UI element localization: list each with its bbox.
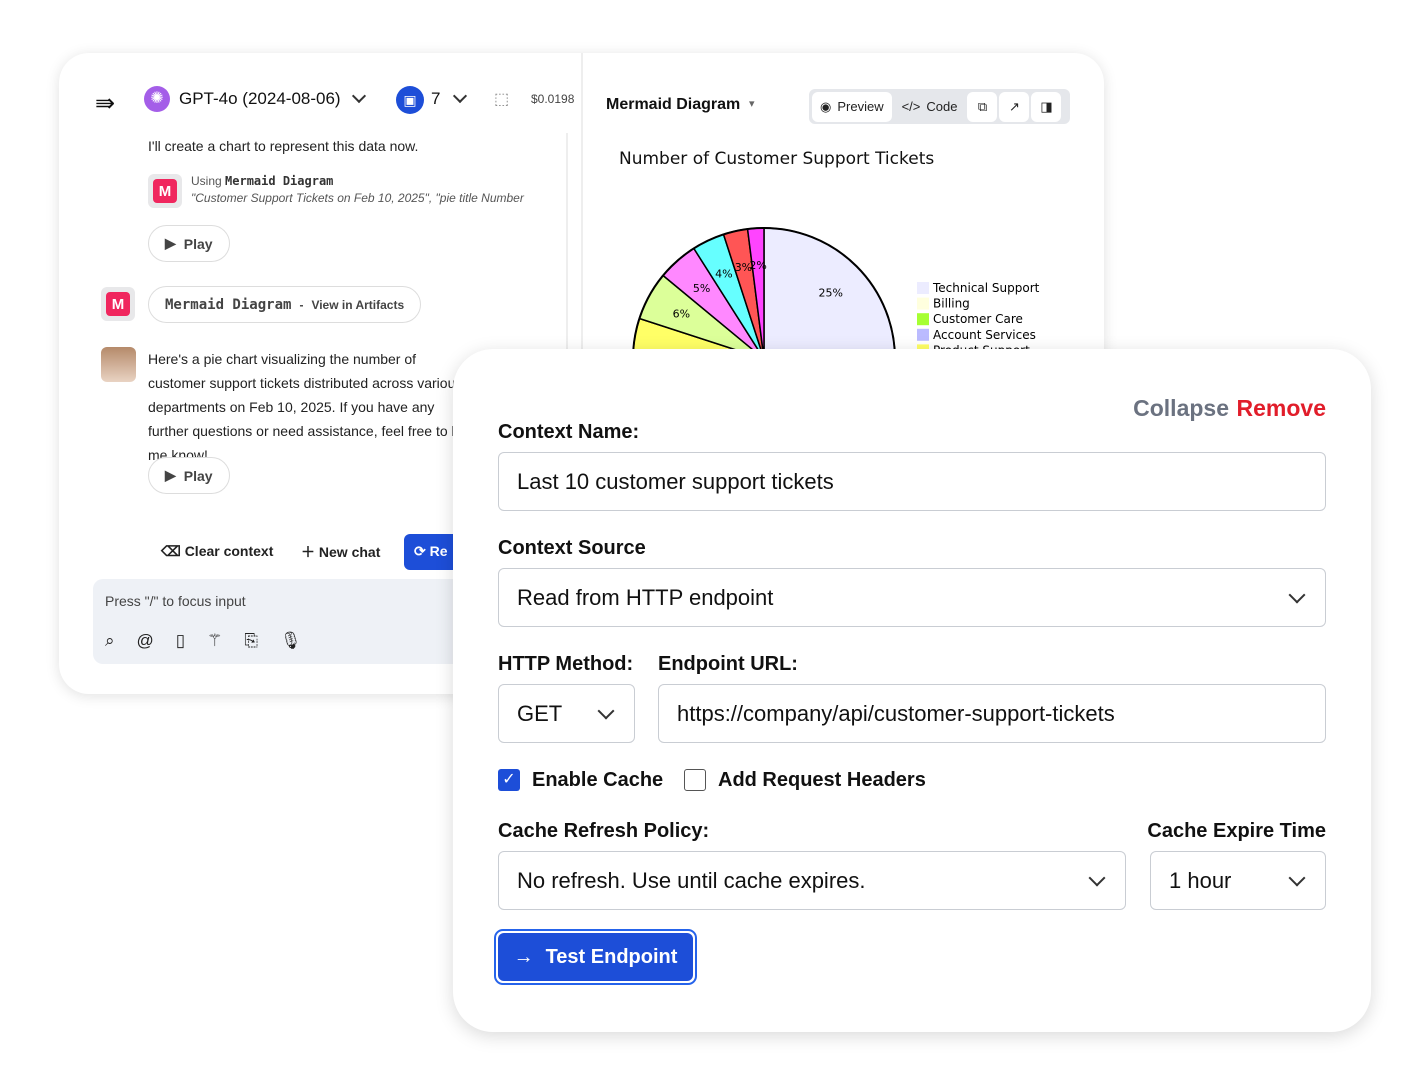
regenerate-label: Re bbox=[429, 543, 448, 559]
legend-swatch bbox=[917, 282, 929, 294]
chevron-down-icon[interactable] bbox=[452, 88, 468, 104]
search-icon[interactable]: ⌕ bbox=[105, 631, 115, 650]
legend-label: Billing bbox=[933, 297, 970, 311]
http-method-select[interactable]: GET bbox=[498, 684, 635, 743]
tool-args: "Customer Support Tickets on Feb 10, 202… bbox=[191, 191, 524, 205]
eye-icon: ◉ bbox=[820, 98, 832, 114]
pie-slice-label: 5% bbox=[693, 282, 710, 295]
model-selector[interactable]: GPT-4o (2024-08-06) bbox=[179, 89, 341, 108]
test-endpoint-label: Test Endpoint bbox=[545, 945, 678, 968]
mermaid-icon: M bbox=[148, 174, 182, 208]
play-label: Play bbox=[183, 235, 213, 252]
resize-icon[interactable]: ⬚ bbox=[494, 91, 510, 108]
chevron-down-icon bbox=[1288, 869, 1306, 886]
new-chat-label: New chat bbox=[318, 544, 381, 560]
arrow-right-icon: → bbox=[513, 945, 534, 968]
play-button[interactable]: ▶ Play bbox=[148, 225, 230, 262]
artifact-name: Mermaid Diagram bbox=[165, 296, 292, 313]
magic-wand-icon[interactable]: ⚚ bbox=[207, 631, 223, 650]
artifact-title[interactable]: Mermaid Diagram bbox=[606, 96, 741, 113]
paperclip-icon[interactable]: ⎘ bbox=[244, 631, 259, 650]
pie-slice-label: 6% bbox=[673, 308, 690, 321]
cache-refresh-value: No refresh. Use until cache expires. bbox=[517, 867, 866, 893]
chevron-down-icon[interactable] bbox=[351, 88, 367, 104]
clear-context-button[interactable]: ⌫ Clear context bbox=[161, 543, 274, 559]
play-label: Play bbox=[183, 467, 213, 484]
pie-slice-label: 25% bbox=[818, 286, 842, 299]
play-icon: ▶ bbox=[165, 467, 176, 483]
toggle-panel-button[interactable]: ◨ bbox=[1031, 91, 1062, 122]
artifact-toolbar: ◉ Preview </> Code ⧉ ↗ ◨ bbox=[809, 89, 1070, 124]
enable-cache-label: Enable Cache bbox=[532, 769, 664, 791]
new-chat-button[interactable]: ＋ New chat bbox=[301, 544, 381, 560]
legend-swatch bbox=[917, 297, 929, 310]
chat-input[interactable]: Press "/" to focus input ⌕ @ ▯ ⚚ ⎘ 🎙︎ bbox=[93, 579, 493, 664]
code-tab[interactable]: </> Code bbox=[894, 92, 966, 122]
cache-expire-value: 1 hour bbox=[1169, 867, 1232, 893]
http-method-value: GET bbox=[517, 700, 563, 726]
tools-icon: ▣ bbox=[396, 86, 424, 114]
sidebar-toggle-icon[interactable]: ⇛ bbox=[95, 90, 116, 117]
context-source-value: Read from HTTP endpoint bbox=[517, 584, 774, 610]
tool-name: Mermaid Diagram bbox=[225, 174, 334, 188]
assistant-message: I'll create a chart to represent this da… bbox=[148, 138, 419, 154]
mention-icon[interactable]: @ bbox=[136, 631, 154, 650]
openai-icon: ✺ bbox=[144, 86, 170, 112]
cache-refresh-select[interactable]: No refresh. Use until cache expires. bbox=[498, 851, 1126, 910]
test-endpoint-button[interactable]: → Test Endpoint bbox=[494, 929, 697, 985]
legend-label: Customer Care bbox=[933, 312, 1023, 326]
cache-expire-label: Cache Expire Time bbox=[1147, 820, 1326, 842]
context-name-label: Context Name: bbox=[498, 421, 640, 443]
enable-cache-checkbox[interactable]: ✓ bbox=[498, 769, 520, 791]
play-icon: ▶ bbox=[165, 235, 176, 251]
clear-context-label: Clear context bbox=[184, 543, 274, 559]
chevron-down-icon bbox=[1288, 586, 1306, 603]
artifact-chip[interactable]: Mermaid Diagram - View in Artifacts bbox=[148, 286, 422, 323]
tool-using-label: Using bbox=[191, 174, 222, 188]
pie-slice-label: 2% bbox=[749, 259, 766, 272]
play-button[interactable]: ▶ Play bbox=[148, 457, 230, 494]
add-headers-checkbox[interactable] bbox=[684, 769, 706, 791]
assistant-reply: Here's a pie chart visualizing the numbe… bbox=[148, 351, 467, 463]
microphone-icon[interactable]: 🎙︎ bbox=[280, 631, 302, 650]
add-headers-label: Add Request Headers bbox=[718, 769, 926, 791]
http-method-label: HTTP Method: bbox=[498, 653, 634, 675]
legend-swatch bbox=[917, 328, 929, 341]
code-icon: </> bbox=[901, 99, 921, 114]
context-name-input[interactable]: Last 10 customer support tickets bbox=[498, 452, 1326, 511]
cost-label: $0.0198 bbox=[531, 92, 575, 106]
notebook-icon[interactable]: ▯ bbox=[175, 631, 186, 650]
remove-button[interactable]: Remove bbox=[1236, 395, 1326, 421]
external-link-button[interactable]: ↗ bbox=[999, 91, 1030, 122]
collapse-button[interactable]: Collapse bbox=[1133, 395, 1229, 421]
context-source-select[interactable]: Read from HTTP endpoint bbox=[498, 568, 1326, 627]
pie-slice-label: 3% bbox=[735, 261, 752, 274]
chevron-down-icon bbox=[1088, 869, 1106, 886]
cache-expire-select[interactable]: 1 hour bbox=[1150, 851, 1326, 910]
chevron-down-icon[interactable]: ▾ bbox=[749, 98, 755, 110]
input-placeholder: Press "/" to focus input bbox=[105, 593, 246, 609]
endpoint-url-label: Endpoint URL: bbox=[658, 653, 798, 675]
preview-label: Preview bbox=[837, 99, 884, 114]
mermaid-icon: M bbox=[101, 287, 135, 321]
code-label: Code bbox=[926, 99, 958, 114]
tools-count[interactable]: 7 bbox=[431, 89, 441, 108]
legend-label: Technical Support bbox=[932, 281, 1040, 295]
preview-tab[interactable]: ◉ Preview bbox=[812, 91, 892, 122]
endpoint-url-input[interactable]: https://company/api/customer-support-tic… bbox=[658, 684, 1326, 743]
chevron-down-icon bbox=[597, 702, 615, 719]
separator: - bbox=[299, 297, 304, 312]
chart-title: Number of Customer Support Tickets bbox=[619, 149, 935, 169]
legend-swatch bbox=[917, 313, 929, 326]
context-source-label: Context Source bbox=[498, 537, 646, 559]
legend-label: Account Services bbox=[933, 328, 1036, 342]
scrollbar[interactable] bbox=[566, 133, 568, 433]
view-in-artifacts-link[interactable]: View in Artifacts bbox=[311, 297, 405, 312]
pie-slice-label: 4% bbox=[715, 268, 732, 281]
cache-refresh-label: Cache Refresh Policy: bbox=[498, 820, 710, 842]
context-form-card: Collapse Remove Context Name: Last 10 cu… bbox=[453, 349, 1371, 1032]
avatar bbox=[101, 347, 136, 382]
copy-button[interactable]: ⧉ bbox=[967, 91, 998, 122]
